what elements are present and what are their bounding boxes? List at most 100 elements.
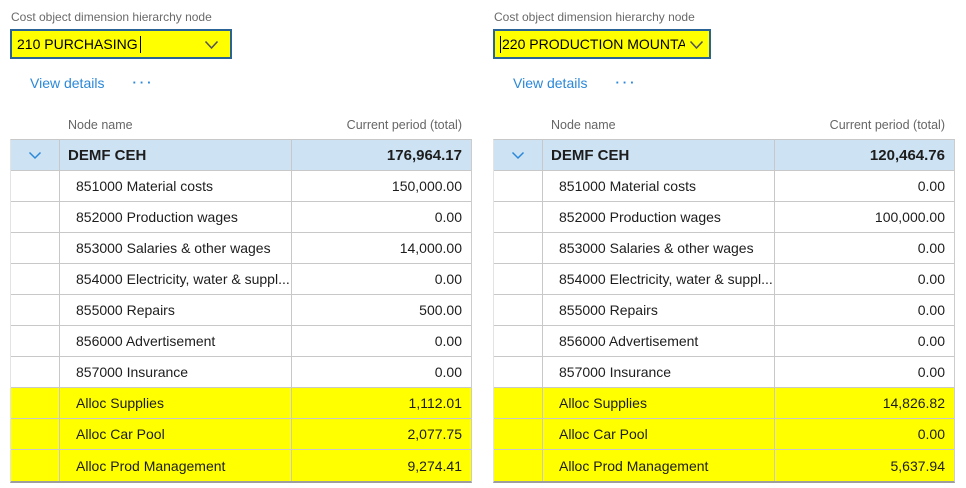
current-period-cell[interactable]: 0.00 — [917, 333, 945, 349]
current-period-cell[interactable]: 1,112.01 — [408, 395, 462, 411]
node-name-cell[interactable]: Alloc Supplies — [60, 388, 292, 418]
table-row[interactable]: Alloc Car Pool 2,077.75 — [11, 419, 471, 450]
grid-column-headers: Node name Current period (total) — [493, 114, 956, 132]
table-row[interactable]: 855000 Repairs 500.00 — [11, 295, 471, 326]
current-period-cell[interactable]: 9,274.41 — [407, 457, 463, 474]
row-select-cell[interactable] — [494, 357, 543, 387]
table-row[interactable]: 852000 Production wages 0.00 — [11, 202, 471, 233]
table-row[interactable]: Alloc Supplies 1,112.01 — [11, 388, 471, 419]
row-select-cell[interactable] — [494, 171, 543, 201]
table-row[interactable]: Alloc Prod Management 5,637.94 — [494, 450, 954, 481]
node-name-cell[interactable]: 855000 Repairs — [543, 295, 775, 325]
row-select-cell[interactable] — [494, 419, 543, 449]
cost-node-combobox[interactable]: 210 PURCHASING — [10, 29, 232, 59]
current-period-cell[interactable]: 0.00 — [434, 209, 462, 225]
current-period-cell[interactable]: 14,826.82 — [882, 395, 945, 411]
node-name-cell[interactable]: Alloc Prod Management — [60, 450, 292, 481]
node-name-cell[interactable]: Alloc Car Pool — [543, 419, 775, 449]
current-period-cell[interactable]: 0.00 — [434, 333, 462, 349]
node-name-cell[interactable]: Alloc Prod Management — [543, 450, 775, 481]
table-row[interactable]: 853000 Salaries & other wages 0.00 — [494, 233, 954, 264]
row-select-cell[interactable] — [11, 264, 60, 294]
row-select-cell[interactable] — [494, 140, 543, 170]
current-period-cell[interactable]: 0.00 — [917, 240, 945, 256]
view-details-link[interactable]: View details — [513, 75, 588, 91]
current-period-cell[interactable]: 150,000.00 — [391, 178, 462, 194]
view-details-link[interactable]: View details — [30, 75, 105, 91]
node-name-cell[interactable]: 856000 Advertisement — [60, 326, 292, 356]
table-row[interactable]: DEMF CEH 176,964.17 — [11, 140, 471, 171]
row-select-cell[interactable] — [494, 295, 543, 325]
node-name-cell[interactable]: 857000 Insurance — [60, 357, 292, 387]
row-select-cell[interactable] — [11, 419, 60, 449]
cost-node-combobox[interactable]: 220 PRODUCTION MOUNTAIN — [493, 29, 711, 59]
chevron-down-icon[interactable] — [689, 40, 704, 50]
current-period-cell[interactable]: 0.00 — [917, 426, 945, 442]
current-period-cell[interactable]: 5,637.94 — [890, 457, 946, 474]
chevron-down-icon[interactable] — [204, 40, 219, 50]
table-row[interactable]: 855000 Repairs 0.00 — [494, 295, 954, 326]
row-select-cell[interactable] — [11, 326, 60, 356]
row-select-cell[interactable] — [11, 357, 60, 387]
node-name-cell[interactable]: 852000 Production wages — [60, 202, 292, 232]
more-options-icon[interactable]: ··· — [132, 75, 155, 90]
more-options-icon[interactable]: ··· — [615, 75, 638, 90]
row-select-cell[interactable] — [11, 450, 60, 481]
node-name-cell[interactable]: Alloc Car Pool — [60, 419, 292, 449]
node-name-cell[interactable]: 851000 Material costs — [543, 171, 775, 201]
current-period-cell[interactable]: 120,464.76 — [869, 146, 945, 164]
actions-row: View details ··· — [513, 74, 956, 92]
current-period-cell[interactable]: 100,000.00 — [874, 209, 945, 225]
node-name-cell[interactable]: 852000 Production wages — [543, 202, 775, 232]
row-select-cell[interactable] — [11, 295, 60, 325]
row-select-cell[interactable] — [494, 264, 543, 294]
current-period-cell[interactable]: 0.00 — [917, 364, 945, 380]
table-row[interactable]: 854000 Electricity, water & suppl... 0.0… — [11, 264, 471, 295]
table-row[interactable]: DEMF CEH 120,464.76 — [494, 140, 954, 171]
current-period-cell[interactable]: 0.00 — [917, 271, 945, 287]
current-period-cell[interactable]: 500.00 — [419, 302, 462, 318]
combobox-value: 210 PURCHASING — [17, 36, 138, 52]
row-select-cell[interactable] — [11, 140, 60, 170]
current-period-cell[interactable]: 0.00 — [434, 364, 462, 380]
current-period-cell[interactable]: 0.00 — [917, 178, 945, 194]
table-row[interactable]: 852000 Production wages 100,000.00 — [494, 202, 954, 233]
table-row[interactable]: 851000 Material costs 0.00 — [494, 171, 954, 202]
node-name-cell[interactable]: DEMF CEH — [543, 140, 775, 170]
node-name-cell[interactable]: 857000 Insurance — [543, 357, 775, 387]
node-name-cell[interactable]: 853000 Salaries & other wages — [60, 233, 292, 263]
current-period-cell[interactable]: 176,964.17 — [386, 146, 462, 164]
table-row[interactable]: 851000 Material costs 150,000.00 — [11, 171, 471, 202]
table-row[interactable]: Alloc Supplies 14,826.82 — [494, 388, 954, 419]
current-period-cell[interactable]: 0.00 — [434, 271, 462, 287]
node-name-cell[interactable]: 854000 Electricity, water & suppl... — [60, 264, 292, 294]
row-select-cell[interactable] — [11, 202, 60, 232]
table-row[interactable]: 856000 Advertisement 0.00 — [494, 326, 954, 357]
table-row[interactable]: 856000 Advertisement 0.00 — [11, 326, 471, 357]
current-period-cell[interactable]: 0.00 — [917, 302, 945, 318]
row-select-cell[interactable] — [11, 171, 60, 201]
table-row[interactable]: Alloc Car Pool 0.00 — [494, 419, 954, 450]
row-select-cell[interactable] — [11, 233, 60, 263]
node-name-cell[interactable]: DEMF CEH — [60, 140, 292, 170]
table-row[interactable]: 854000 Electricity, water & suppl... 0.0… — [494, 264, 954, 295]
table-row[interactable]: 857000 Insurance 0.00 — [494, 357, 954, 388]
current-period-cell[interactable]: 14,000.00 — [399, 240, 462, 256]
row-select-cell[interactable] — [494, 388, 543, 418]
row-select-cell[interactable] — [494, 450, 543, 481]
current-period-cell[interactable]: 2,077.75 — [407, 426, 463, 442]
node-name-cell[interactable]: Alloc Supplies — [543, 388, 775, 418]
row-select-cell[interactable] — [494, 202, 543, 232]
row-select-cell[interactable] — [11, 388, 60, 418]
node-name-cell[interactable]: 853000 Salaries & other wages — [543, 233, 775, 263]
column-header-current-period: Current period (total) — [829, 118, 945, 132]
node-name-cell[interactable]: 856000 Advertisement — [543, 326, 775, 356]
row-select-cell[interactable] — [494, 326, 543, 356]
node-name-cell[interactable]: 851000 Material costs — [60, 171, 292, 201]
node-name-cell[interactable]: 855000 Repairs — [60, 295, 292, 325]
node-name-cell[interactable]: 854000 Electricity, water & suppl... — [543, 264, 775, 294]
table-row[interactable]: Alloc Prod Management 9,274.41 — [11, 450, 471, 481]
table-row[interactable]: 857000 Insurance 0.00 — [11, 357, 471, 388]
row-select-cell[interactable] — [494, 233, 543, 263]
table-row[interactable]: 853000 Salaries & other wages 14,000.00 — [11, 233, 471, 264]
